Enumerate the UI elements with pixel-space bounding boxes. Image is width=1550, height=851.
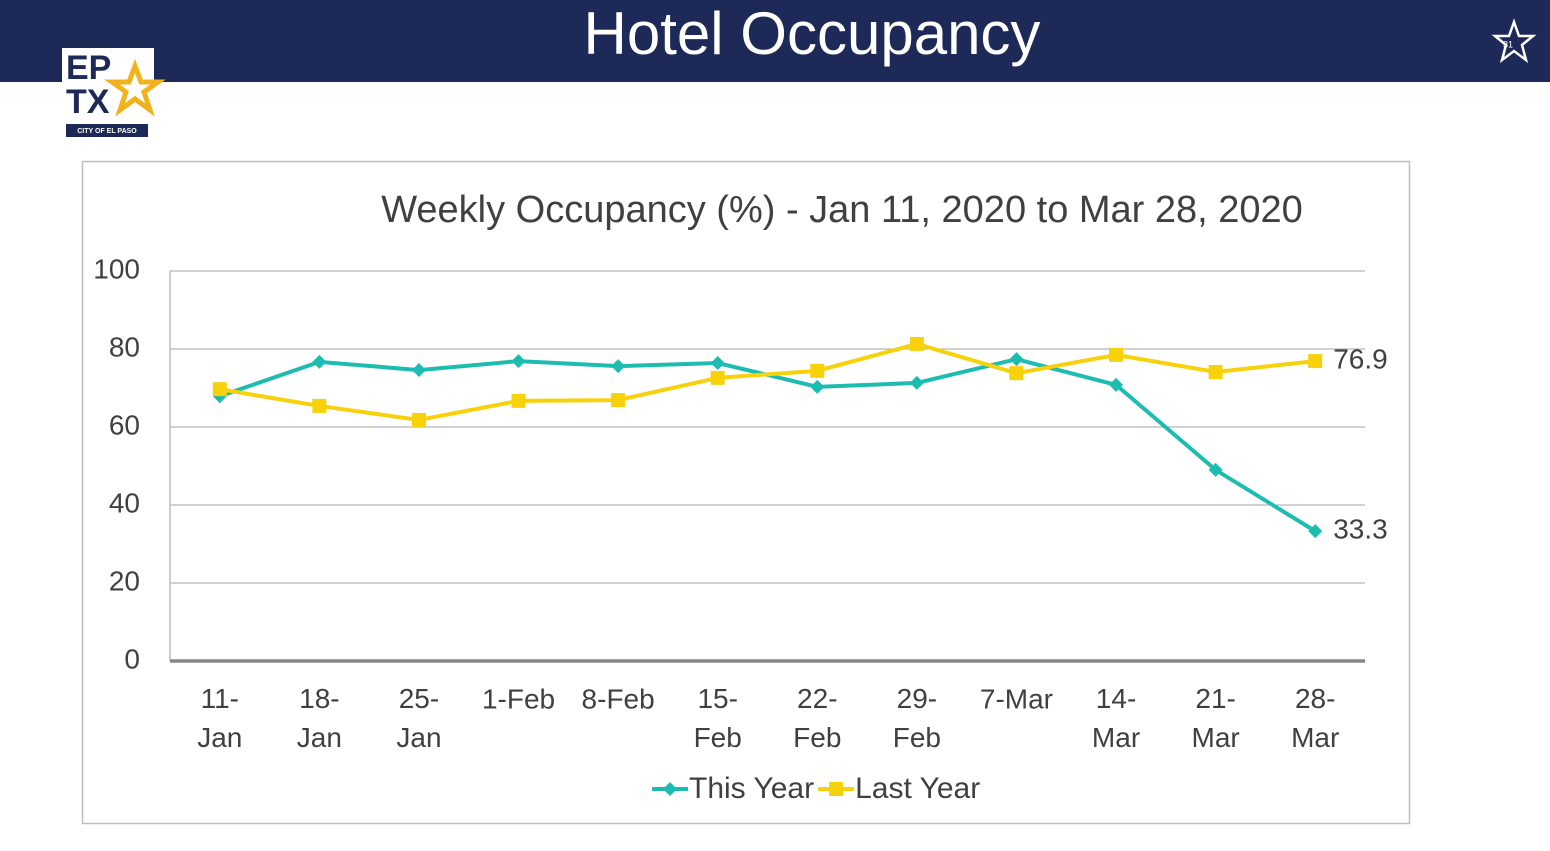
marker bbox=[312, 398, 327, 413]
marker bbox=[1009, 366, 1024, 381]
x-tick-label: 8-Feb bbox=[582, 683, 655, 714]
marker bbox=[611, 359, 626, 374]
logo-caption: CITY OF EL PASO bbox=[77, 128, 137, 135]
logo-strip bbox=[66, 124, 148, 137]
x-tick-label: 1-Feb bbox=[482, 683, 555, 714]
x-tick-label: 22-Feb bbox=[793, 683, 841, 753]
header-bar bbox=[0, 0, 1550, 82]
page-star bbox=[1491, 18, 1537, 64]
y-tick-label: 20 bbox=[109, 565, 140, 596]
marker bbox=[909, 336, 924, 351]
marker bbox=[1308, 354, 1323, 369]
legend-marker bbox=[663, 782, 677, 796]
y-tick-label: 60 bbox=[109, 409, 140, 440]
marker bbox=[1109, 347, 1124, 362]
marker bbox=[1208, 462, 1223, 477]
x-tick-label: 11-Jan bbox=[197, 683, 242, 753]
x-tick-label: 29-Feb bbox=[893, 683, 941, 753]
marker bbox=[1308, 524, 1323, 539]
y-tick-label: 100 bbox=[93, 253, 140, 284]
legend-marker bbox=[829, 782, 844, 796]
x-tick-label: 7-Mar bbox=[980, 683, 1053, 714]
y-tick-label: 40 bbox=[109, 487, 140, 518]
slide-title: Hotel Occupancy bbox=[584, 0, 1041, 67]
x-tick-label: 18-Jan bbox=[297, 683, 342, 753]
y-tick-label: 80 bbox=[109, 331, 140, 362]
marker bbox=[312, 354, 327, 369]
marker bbox=[1009, 352, 1024, 367]
x-tick-label: 25-Jan bbox=[396, 683, 441, 753]
logo-text: EP bbox=[66, 49, 111, 87]
logo-star bbox=[104, 58, 166, 117]
marker bbox=[909, 375, 924, 390]
marker bbox=[810, 379, 825, 394]
marker bbox=[411, 412, 426, 427]
marker bbox=[1109, 377, 1124, 392]
chart-frame bbox=[81, 160, 1411, 825]
x-tick-label: 28-Mar bbox=[1291, 683, 1339, 753]
marker bbox=[212, 382, 227, 397]
data-label: 76.9 bbox=[1333, 343, 1388, 374]
series-line bbox=[219, 341, 1316, 423]
legend-label: This Year bbox=[689, 772, 814, 805]
page-number: 31 bbox=[1503, 39, 1513, 49]
marker bbox=[411, 363, 426, 378]
marker bbox=[511, 393, 526, 408]
marker bbox=[611, 393, 626, 408]
marker bbox=[511, 354, 526, 369]
legend-label: Last Year bbox=[855, 772, 980, 805]
logo-text: TX bbox=[66, 83, 110, 121]
y-tick-label: 0 bbox=[124, 643, 140, 674]
marker bbox=[810, 363, 825, 378]
marker bbox=[1208, 365, 1223, 380]
marker bbox=[710, 370, 725, 385]
logo: EP TX CITY OF EL PASO bbox=[62, 48, 166, 140]
x-tick-label: 21-Mar bbox=[1192, 683, 1240, 753]
x-tick-label: 14-Mar bbox=[1092, 683, 1140, 753]
marker bbox=[710, 356, 725, 371]
chart-title: Weekly Occupancy (%) - Jan 11, 2020 to M… bbox=[381, 189, 1303, 231]
data-label: 33.3 bbox=[1333, 514, 1388, 545]
x-tick-label: 15-Feb bbox=[694, 683, 742, 753]
